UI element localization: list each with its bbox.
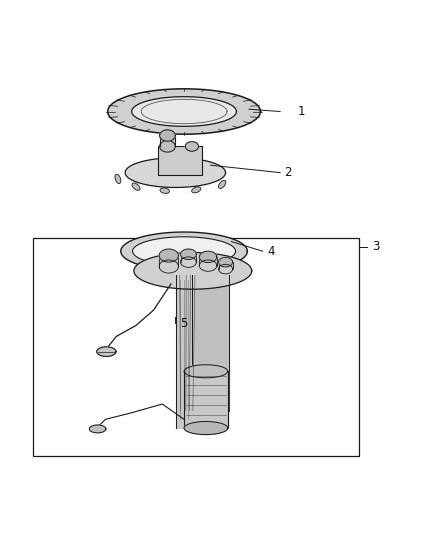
Polygon shape (134, 253, 252, 289)
Text: 4: 4 (267, 245, 275, 258)
Ellipse shape (132, 183, 140, 190)
Polygon shape (159, 260, 178, 273)
Ellipse shape (115, 174, 121, 183)
Polygon shape (108, 89, 261, 134)
Polygon shape (125, 158, 226, 188)
Bar (33, 238, 359, 456)
Polygon shape (133, 237, 236, 265)
Polygon shape (97, 347, 116, 357)
Polygon shape (184, 422, 228, 434)
Text: 5: 5 (180, 317, 187, 330)
Polygon shape (184, 372, 228, 428)
Polygon shape (219, 262, 233, 269)
Ellipse shape (192, 187, 201, 193)
Polygon shape (180, 249, 196, 260)
Polygon shape (199, 251, 217, 263)
Polygon shape (185, 142, 198, 151)
Polygon shape (176, 275, 192, 428)
Polygon shape (159, 135, 175, 147)
Polygon shape (159, 130, 175, 141)
Polygon shape (159, 256, 178, 266)
Polygon shape (132, 96, 237, 126)
Polygon shape (219, 264, 233, 274)
Polygon shape (159, 141, 175, 152)
Polygon shape (121, 232, 247, 270)
Polygon shape (159, 249, 178, 262)
Polygon shape (89, 425, 106, 433)
Polygon shape (199, 257, 217, 265)
Polygon shape (158, 147, 201, 175)
Polygon shape (180, 254, 196, 262)
Text: 2: 2 (285, 166, 292, 179)
Ellipse shape (219, 180, 226, 189)
Polygon shape (192, 275, 229, 410)
Polygon shape (184, 365, 228, 378)
Text: 3: 3 (372, 240, 379, 253)
Polygon shape (180, 257, 196, 268)
Text: 1: 1 (297, 105, 305, 118)
Polygon shape (199, 260, 217, 271)
Ellipse shape (160, 188, 170, 193)
Polygon shape (219, 257, 233, 267)
